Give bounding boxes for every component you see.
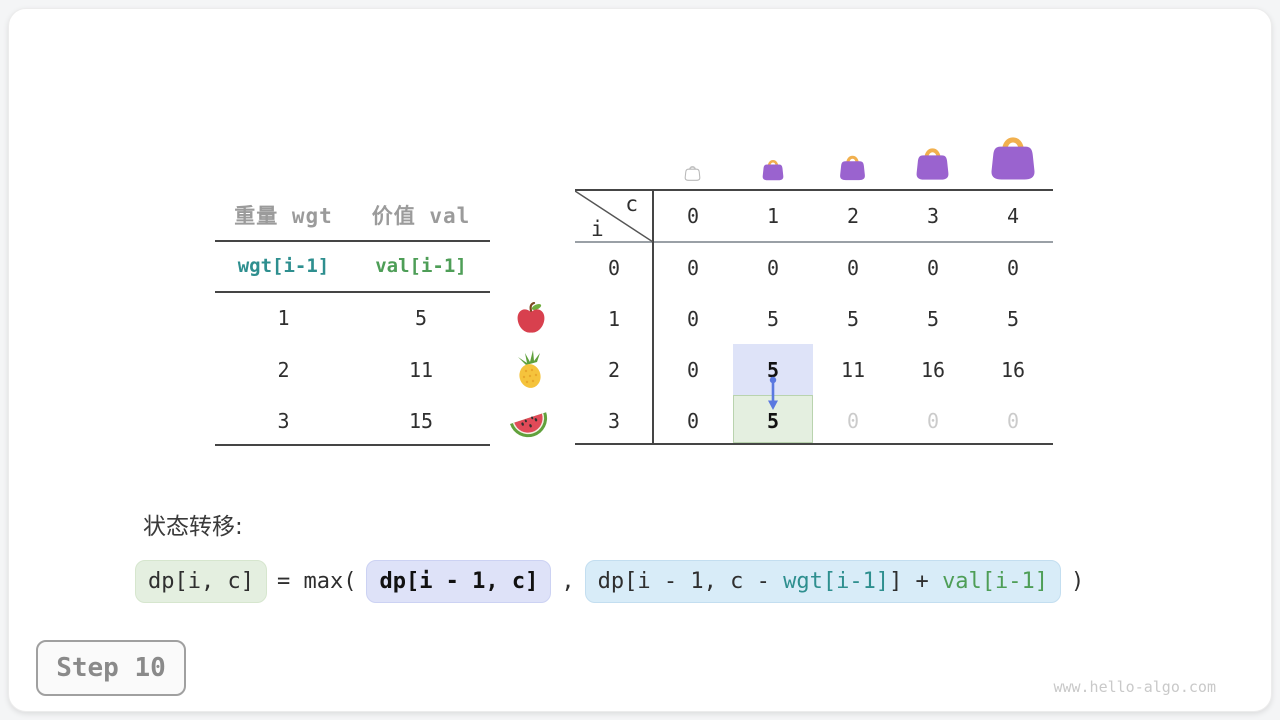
dp-table: 0 1 2 3 4 0 0 0 0 0 0 5 5 5 5 0 5 11 16 … (653, 190, 1053, 446)
dp-table-line-top (575, 189, 1053, 191)
bag-icon (838, 151, 867, 185)
step-badge-label: Step 10 (56, 653, 166, 683)
dp-col-header-2: 2 (846, 204, 860, 228)
dp-cell-1-3: 5 (926, 306, 940, 331)
items-table: 重量 wgt 价值 val wgt[i-1] val[i-1] 1 5 2 11… (215, 190, 490, 446)
watermelon-icon (509, 404, 549, 442)
formula-arg2-bracket: ] (889, 568, 903, 594)
dp-col-header-0: 0 (686, 204, 700, 228)
dp-row-labels: 0 1 2 3 (575, 242, 653, 446)
items-table-line-top (215, 240, 490, 242)
bag-icon (761, 156, 785, 185)
dp-cell-2-4: 16 (1000, 357, 1026, 382)
dp-table-line-vertical (652, 189, 654, 445)
formula-close-paren: ) (1071, 568, 1085, 594)
dp-cell-3-0: 0 (686, 408, 700, 433)
dp-col-header-4: 4 (1006, 204, 1020, 228)
dp-row-label-0: 0 (607, 255, 621, 280)
dp-cell-0-0: 0 (686, 255, 700, 280)
dp-cell-1-2: 5 (846, 306, 860, 331)
diagonal-line-icon (574, 190, 654, 243)
dp-cell-2-1: 5 (766, 357, 780, 382)
item-1-weight: 1 (277, 305, 290, 330)
arrow-down-icon (766, 376, 780, 416)
dp-cell-2-2: 11 (840, 357, 866, 382)
dp-cell-3-3: 0 (926, 408, 940, 433)
watermark: www.hello-algo.com (1053, 678, 1216, 696)
item-2-value: 11 (408, 357, 434, 382)
item-1-value: 5 (414, 305, 428, 330)
items-weight-header: 重量 wgt (234, 204, 333, 228)
dp-cell-1-0: 0 (686, 306, 700, 331)
dp-cell-1-4: 5 (1006, 306, 1020, 331)
dp-cell-3-2: 0 (846, 408, 860, 433)
dp-row-label-1: 1 (607, 306, 621, 331)
items-value-index-label: val[i-1] (375, 254, 467, 277)
dp-col-variable: c (625, 192, 638, 216)
dp-row-label-3: 3 (607, 408, 621, 433)
item-2-weight: 2 (277, 357, 290, 382)
formula-comma: , (561, 568, 575, 594)
dp-cell-0-3: 0 (926, 255, 940, 280)
dp-cell-1-1: 5 (766, 306, 780, 331)
formula-arg2-val: val[i-1] (942, 568, 1049, 594)
state-transition-label: 状态转移: (143, 514, 243, 540)
dp-table-line-bottom (575, 443, 1053, 445)
pineapple-icon (513, 349, 549, 393)
bag-icon (914, 142, 951, 185)
dp-cell-0-1: 0 (766, 255, 780, 280)
dp-cell-2-3: 16 (920, 357, 946, 382)
dp-col-header-1: 1 (766, 204, 780, 228)
item-3-weight: 3 (277, 408, 290, 433)
dp-cell-0-2: 0 (846, 255, 860, 280)
formula-equals-max: = max( (276, 568, 357, 594)
items-weight-index-label: wgt[i-1] (237, 254, 330, 277)
step-badge: Step 10 (36, 640, 186, 696)
items-table-line-bottom (215, 444, 490, 446)
formula-arg2-plus: + (902, 568, 943, 594)
dp-corner-cell: c i (574, 190, 654, 243)
items-table-line-mid (215, 291, 490, 293)
dp-cell-3-4: 0 (1006, 408, 1020, 433)
formula-arg2-prefix: dp[i - 1, c - (597, 568, 784, 594)
bag-outline-icon (684, 163, 701, 185)
dp-row-label-2: 2 (607, 357, 621, 382)
dp-cell-2-0: 0 (686, 357, 700, 382)
item-3-value: 15 (408, 408, 434, 433)
dp-table-line-header (575, 241, 1053, 243)
items-value-header: 价值 val (371, 204, 471, 228)
formula-arg2: dp[i - 1, c - wgt[i-1]] + val[i-1] (584, 559, 1062, 603)
apple-icon (515, 301, 547, 338)
dp-cell-3-1: 5 (766, 408, 780, 433)
dp-row-variable: i (591, 217, 604, 241)
formula-arg1: dp[i - 1, c] (366, 559, 552, 603)
dp-col-header-3: 3 (926, 204, 940, 228)
formula-arg2-wgt: wgt[i-1] (783, 568, 890, 594)
formula-lhs: dp[i, c] (135, 559, 267, 603)
transition-formula: dp[i, c] = max( dp[i - 1, c] , dp[i - 1,… (135, 557, 1084, 605)
bag-icon (988, 129, 1038, 185)
dp-cell-0-4: 0 (1006, 255, 1020, 280)
